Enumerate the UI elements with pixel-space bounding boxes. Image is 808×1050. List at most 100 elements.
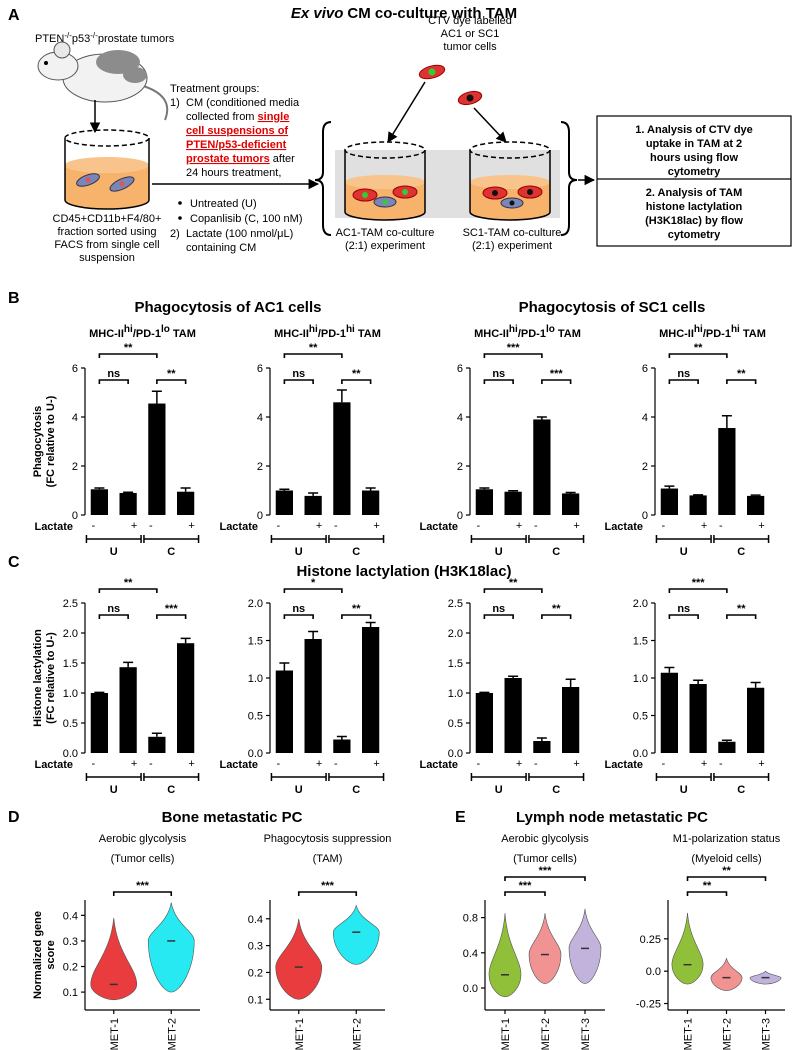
bar: [504, 491, 522, 515]
significance-label: **: [694, 342, 703, 354]
y-tick-label: 2.5: [448, 598, 463, 610]
chart-title: MHC-IIhi/PD-1hi TAM: [274, 324, 381, 341]
significance-label: **: [124, 577, 133, 589]
group-label: U: [495, 546, 503, 558]
error-bar: [508, 675, 519, 678]
significance-label: **: [737, 603, 746, 615]
arrow: [473, 107, 507, 143]
sorted-text: CD45+CD11b+F4/80+: [53, 213, 162, 225]
x-tick-label: +: [131, 520, 137, 532]
x-tick-label: +: [373, 520, 379, 532]
text-part: after: [270, 153, 295, 165]
violin: [147, 902, 195, 993]
group-line: [328, 535, 385, 543]
y-axis-label-line: Histone lactylation: [32, 629, 44, 727]
bar: [747, 495, 765, 515]
significance-label: **: [352, 368, 361, 380]
error-bar: [336, 735, 347, 740]
mouse-icon: [37, 41, 169, 121]
text-part: p53: [72, 33, 90, 45]
bullet: [178, 216, 182, 220]
y-tick-label: 0: [257, 510, 263, 522]
bar: [90, 489, 108, 515]
group-line: [528, 773, 585, 781]
x-axis-label: Lactate: [219, 521, 258, 533]
y-tick-label: 2: [72, 461, 78, 473]
significance-bracket: [283, 353, 343, 358]
text-part: 1): [170, 97, 180, 109]
source-label: PTEN-/-p53-/-prostate tumors: [35, 31, 175, 46]
treatment-text: 24 hours treatment,: [186, 167, 281, 179]
violin: [332, 905, 380, 965]
treatment-text: 2) Lactate (100 nmol/μL): [170, 228, 293, 240]
x-tick-label: +: [516, 758, 522, 770]
chart-title: MHC-IIhi/PD-1lo TAM: [474, 324, 581, 341]
treatment-text: collected from single: [186, 111, 289, 123]
error-bar: [308, 492, 319, 496]
x-tick-label: +: [316, 758, 322, 770]
y-axis-label-line: (FC relative to U-): [45, 395, 57, 487]
title-part: MHC-II: [274, 328, 309, 340]
analysis-box: [596, 115, 792, 247]
treatment-text: cell suspensions of: [186, 125, 288, 137]
error-bar: [721, 415, 732, 429]
chart-title: (Tumor cells): [111, 853, 175, 865]
sorted-text: FACS from single cell: [54, 239, 159, 251]
x-tick-label: LMET-3: [580, 1018, 592, 1050]
significance-label: ns: [107, 368, 120, 380]
x-tick-label: LMET-3: [761, 1018, 773, 1050]
y-tick-label: 2: [257, 461, 263, 473]
title-part: /PD-1: [318, 328, 346, 340]
y-tick-label: 4: [257, 412, 263, 424]
significance-label: **: [124, 342, 133, 354]
y-tick-label: 0.0: [463, 983, 478, 995]
y-tick-label: 0.1: [248, 994, 263, 1006]
y-tick-label: 1.0: [448, 688, 463, 700]
group-line: [713, 773, 770, 781]
y-tick-label: 2.0: [633, 598, 648, 610]
x-tick-label: -: [477, 758, 481, 770]
x-tick-label: +: [573, 758, 579, 770]
y-tick-label: 6: [257, 363, 263, 375]
bar: [275, 490, 293, 515]
significance-bracket: [483, 614, 514, 619]
y-tick-label: 0.4: [248, 914, 263, 926]
significance-label: ns: [677, 368, 690, 380]
significance-bracket: [726, 614, 757, 619]
text-part: Lactate (100 nmol/μL): [186, 228, 293, 240]
group-label: C: [737, 784, 745, 796]
y-axis-label-line: Normalized gene: [32, 911, 44, 999]
section-title: Bone metastatic PC: [162, 809, 303, 826]
group-label: C: [552, 546, 560, 558]
x-tick-label: +: [516, 520, 522, 532]
analysis-text: cytometry: [668, 229, 721, 241]
y-tick-label: 0: [642, 510, 648, 522]
error-bar: [565, 491, 576, 494]
y-tick-label: 0.0: [633, 748, 648, 760]
y-axis-label-line: score: [45, 940, 57, 969]
dye-text: AC1 or SC1: [441, 28, 500, 40]
y-tick-label: 0.0: [646, 966, 661, 978]
brace: [560, 121, 578, 236]
significance-bracket: [297, 891, 358, 896]
culture-label: SC1-TAM co-culture: [463, 227, 562, 239]
text-part: PTEN: [35, 33, 64, 45]
significance-label: ***: [519, 880, 533, 892]
x-tick-label: -: [92, 520, 96, 532]
y-tick-label: 0.5: [248, 711, 263, 723]
treatment-text: 1) CM (conditioned media: [170, 97, 300, 109]
significance-label: ns: [677, 603, 690, 615]
bar: [275, 670, 293, 753]
error-bar: [750, 494, 761, 496]
title-part: TAM: [170, 328, 196, 340]
significance-label: ***: [692, 577, 706, 589]
significance-bracket: [341, 379, 372, 384]
y-tick-label: 6: [642, 363, 648, 375]
significance-label: ns: [492, 603, 505, 615]
chart-title: Phagocytosis suppression: [264, 833, 392, 845]
significance-bracket: [541, 614, 572, 619]
y-tick-label: 0: [457, 510, 463, 522]
significance-bracket: [98, 353, 158, 358]
error-bar: [479, 487, 490, 490]
